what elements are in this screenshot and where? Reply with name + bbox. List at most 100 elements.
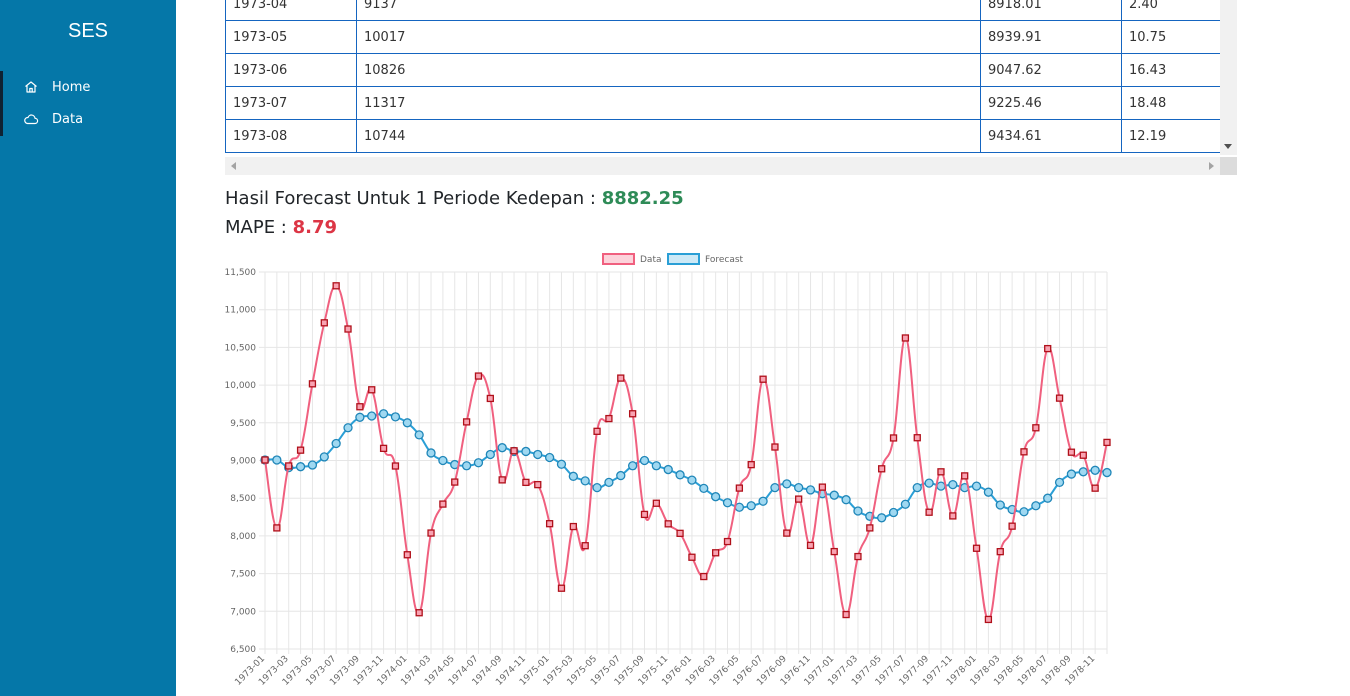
data-point-data — [984, 615, 993, 624]
sidebar-item-label: Home — [52, 79, 91, 95]
series-line-data — [264, 284, 1108, 621]
legend-swatch-data — [602, 253, 635, 265]
data-point-forecast — [390, 412, 401, 422]
data-point-forecast — [995, 500, 1005, 510]
data-point-data — [522, 478, 530, 487]
data-point-data — [391, 462, 400, 470]
table-cell: 1973-06 — [225, 53, 357, 87]
data-point-forecast — [414, 430, 424, 440]
data-point-data — [806, 541, 815, 550]
data-point-forecast — [841, 495, 851, 505]
data-point-data — [700, 572, 708, 581]
scroll-right-arrow-icon[interactable] — [1209, 162, 1214, 170]
data-point-forecast — [1078, 467, 1088, 477]
y-tick-label: 10,500 — [225, 343, 256, 353]
data-point-data — [1008, 522, 1016, 530]
sidebar-item-data[interactable]: Data — [0, 104, 176, 134]
data-point-data — [925, 508, 933, 516]
data-point-forecast — [367, 411, 377, 421]
data-point-data — [617, 374, 625, 382]
scroll-left-arrow-icon[interactable] — [231, 162, 236, 170]
data-point-data — [972, 544, 981, 552]
data-point-data — [1079, 451, 1087, 459]
data-table-container[interactable]: 1973-04 9137 8918.01 2.40 1973-05 10017 8939.9… — [225, 0, 1237, 176]
data-point-forecast — [568, 471, 578, 481]
mape-value: 8.79 — [292, 217, 338, 238]
data-point-forecast — [378, 409, 389, 419]
data-point-forecast — [948, 479, 958, 490]
data-point-forecast — [497, 443, 507, 453]
data-point-data — [356, 403, 364, 411]
data-point-data — [854, 552, 862, 561]
data-point-data — [379, 444, 388, 453]
data-point-forecast — [331, 438, 341, 449]
data-point-data — [451, 478, 459, 486]
data-point-forecast — [521, 446, 531, 457]
data-point-data — [474, 372, 483, 380]
y-tick-label: 9,500 — [230, 419, 256, 429]
data-point-forecast — [1102, 467, 1112, 478]
data-point-data — [510, 447, 518, 455]
table-row: 1973-06 10826 9047.62 16.43 — [225, 53, 1221, 87]
data-point-forecast — [343, 423, 353, 433]
y-tick-label: 10,000 — [225, 381, 256, 391]
data-point-data — [1032, 424, 1040, 432]
data-point-forecast — [604, 477, 614, 488]
mape-label: MAPE : — [225, 217, 293, 238]
data-point-data — [830, 547, 838, 556]
table-cell: 2.40 — [1121, 0, 1221, 21]
sidebar-item-label: Data — [52, 111, 84, 127]
data-point-forecast — [556, 459, 567, 469]
brand-title[interactable]: SES — [67, 20, 109, 42]
data-point-data — [818, 483, 827, 491]
data-point-forecast — [829, 490, 839, 500]
data-point-data — [273, 524, 281, 532]
data-point-data — [427, 529, 435, 537]
data-point-forecast — [627, 461, 638, 471]
data-point-data — [688, 553, 696, 561]
cloud-icon — [24, 114, 39, 125]
data-point-data — [557, 584, 566, 592]
data-point-forecast — [1090, 465, 1100, 475]
data-point-forecast — [544, 452, 555, 463]
table-cell: 8918.01 — [980, 0, 1122, 21]
data-point-data — [486, 394, 494, 403]
data-point-data — [439, 500, 447, 508]
table-cell: 1973-07 — [225, 86, 357, 120]
table-cell: 10.75 — [1121, 20, 1221, 54]
data-point-forecast — [794, 482, 804, 493]
data-point-forecast — [924, 478, 934, 488]
data-point-forecast — [710, 492, 721, 502]
sidebar-item-home[interactable]: Home — [0, 72, 176, 102]
table-cell: 10744 — [356, 119, 981, 153]
data-point-forecast — [663, 464, 673, 475]
data-point-data — [640, 510, 649, 519]
data-point-forecast — [805, 485, 816, 495]
scroll-down-arrow-icon[interactable] — [1224, 144, 1232, 149]
data-point-data — [771, 443, 779, 451]
data-point-data — [747, 460, 755, 469]
data-point-forecast — [912, 482, 922, 493]
data-point-data — [368, 386, 376, 394]
table-cell: 1973-05 — [225, 20, 357, 54]
legend-label-data: Data — [640, 255, 662, 265]
data-point-forecast — [402, 418, 412, 428]
data-point-data — [569, 522, 577, 531]
data-point-forecast — [355, 412, 365, 422]
nav-active-indicator — [0, 71, 3, 136]
vertical-scrollbar[interactable] — [1220, 0, 1237, 155]
home-icon — [25, 81, 37, 93]
horizontal-scrollbar[interactable] — [225, 157, 1220, 175]
table-cell: 11317 — [356, 86, 981, 120]
data-point-forecast — [272, 455, 282, 465]
data-point-data — [1067, 448, 1076, 456]
data-point-forecast — [426, 448, 436, 458]
data-table: 1973-04 9137 8918.01 2.40 1973-05 10017 8939.9… — [225, 0, 1221, 153]
table-cell: 16.43 — [1121, 53, 1221, 87]
y-tick-label: 7,000 — [230, 607, 256, 617]
data-point-data — [593, 427, 601, 435]
data-point-data — [878, 465, 886, 473]
table-cell: 9137 — [356, 0, 981, 21]
data-point-data — [676, 529, 684, 537]
data-point-data — [498, 476, 506, 484]
